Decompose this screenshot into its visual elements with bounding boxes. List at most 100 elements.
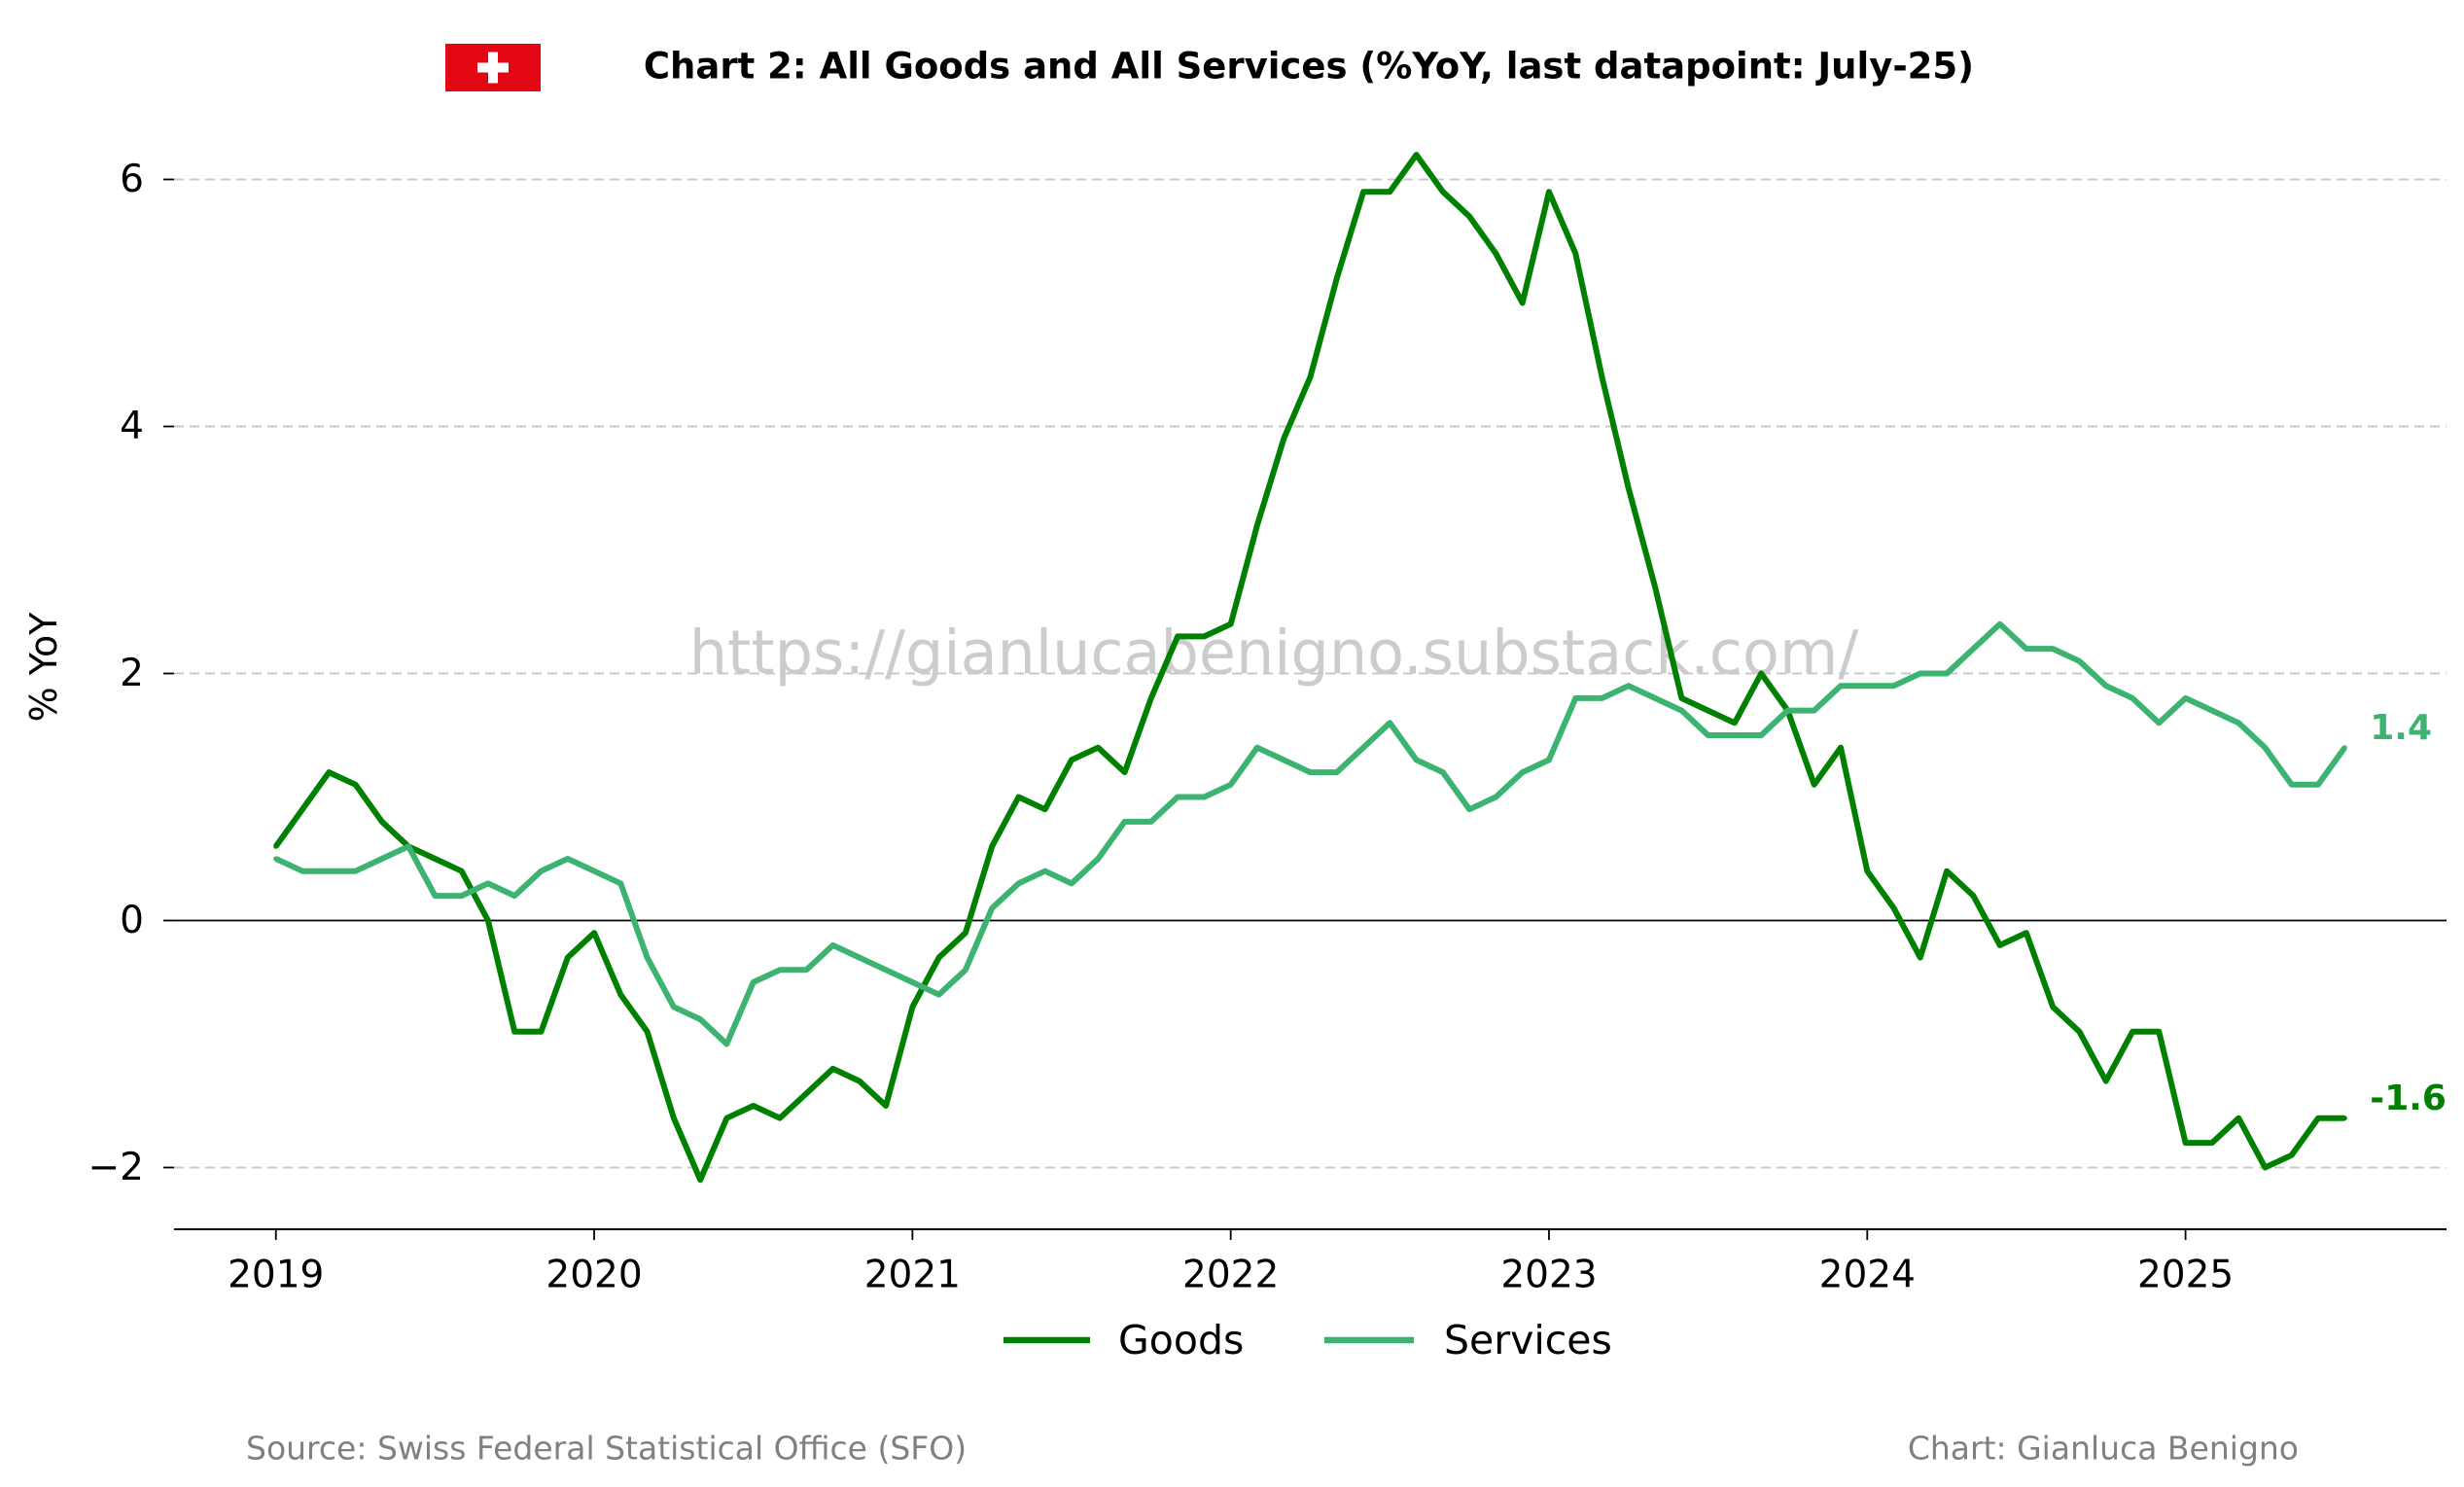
goods-point [1838, 745, 1844, 751]
services-point [2289, 782, 2295, 788]
goods-point [1997, 942, 2003, 948]
services-point [299, 868, 305, 874]
services-point [273, 856, 279, 862]
x-tick-label: 2021 [864, 1254, 961, 1297]
goods-point [565, 955, 571, 961]
services-point [2341, 745, 2347, 751]
goods-point [963, 930, 968, 936]
services-point [485, 880, 491, 886]
goods-point [1201, 633, 1207, 639]
services-point [1175, 795, 1180, 799]
goods-point [777, 1115, 783, 1121]
services-point [2103, 683, 2109, 689]
series-goods [273, 152, 2347, 1184]
goods-point [1228, 621, 1234, 627]
goods-point [857, 1079, 862, 1084]
goods-point [909, 1004, 915, 1009]
swiss-flag-icon [445, 44, 541, 91]
services-point [1095, 856, 1101, 862]
legend-item-goods: Goods [1003, 1317, 1244, 1363]
goods-point [1520, 301, 1526, 305]
services-point [2156, 720, 2162, 726]
services-end-label: 1.4 [2370, 708, 2432, 748]
goods-point [1122, 769, 1128, 775]
services-point [1414, 757, 1420, 762]
goods-point [1600, 374, 1604, 380]
services-point [1466, 806, 1472, 812]
services-point [539, 868, 544, 874]
services-point [1678, 708, 1684, 714]
chart-credit: Chart: Gianluca Benigno [1908, 1430, 2299, 1468]
axes: 6 4 2 0 −2 2019 2020 2021 2022 2023 2024 2025 [88, 158, 2446, 1297]
goods-point [591, 930, 597, 936]
goods-point [1864, 868, 1870, 874]
services-point [2235, 720, 2241, 726]
gridlines [174, 178, 2446, 1169]
goods-point [1334, 275, 1340, 281]
goods-point [1678, 695, 1684, 701]
goods-point [1758, 671, 1764, 676]
series-services [273, 620, 2347, 1047]
goods-point [1918, 955, 1923, 961]
x-tick-label: 2024 [1819, 1254, 1916, 1297]
services-point [751, 979, 757, 985]
services-point [1228, 782, 1234, 788]
services-point [963, 967, 968, 973]
services-point [1069, 880, 1074, 886]
goods-point [2024, 930, 2029, 936]
services-point [1493, 795, 1498, 799]
goods-point [459, 868, 465, 874]
y-tick-label: 2 [120, 652, 144, 695]
goods-point [1308, 374, 1313, 380]
services-point [1360, 745, 1366, 751]
x-tick-label: 2022 [1182, 1254, 1279, 1297]
services-point [2315, 782, 2321, 788]
goods-point [883, 1103, 889, 1109]
services-point [1572, 695, 1578, 701]
goods-point [1148, 695, 1154, 701]
services-point [326, 868, 332, 874]
goods-point [1970, 893, 1976, 899]
goods-point [485, 918, 491, 923]
services-point [379, 856, 385, 862]
goods-point [1387, 189, 1392, 195]
goods-point [1069, 757, 1074, 762]
goods-point [2341, 1115, 2347, 1121]
goods-point [1891, 905, 1897, 911]
services-point [857, 955, 862, 961]
services-point [1440, 769, 1446, 775]
services-point [830, 942, 835, 948]
services-point [1652, 695, 1658, 701]
services-point [777, 967, 783, 973]
chart-title: Chart 2: All Goods and All Services (%Yo… [644, 46, 1974, 88]
y-tick-label: 6 [120, 158, 144, 201]
services-point [1918, 671, 1923, 676]
legend-item-services: Services [1324, 1317, 1612, 1363]
goods-point [1466, 214, 1472, 220]
goods-point [539, 1029, 544, 1035]
services-point [1016, 880, 1021, 886]
goods-point [1440, 189, 1446, 195]
goods-point [1254, 522, 1260, 528]
services-point [459, 893, 465, 899]
goods-point [1732, 720, 1738, 726]
services-point [1970, 646, 1976, 652]
services-point [2183, 695, 2189, 701]
goods-point [1812, 782, 1817, 788]
services-point [936, 992, 942, 998]
goods-point [326, 769, 332, 775]
services-point [1600, 695, 1604, 701]
goods-point [2156, 1029, 2162, 1035]
goods-point [723, 1115, 729, 1121]
goods-point [751, 1103, 757, 1109]
services-point [1254, 745, 1260, 751]
services-point [405, 843, 411, 849]
source-note: Source: Swiss Federal Statistical Office… [246, 1430, 967, 1468]
goods-point [353, 782, 359, 788]
goods-point [830, 1066, 835, 1072]
services-point [2130, 695, 2135, 701]
services-point [1387, 720, 1392, 726]
goods-point [645, 1029, 651, 1035]
